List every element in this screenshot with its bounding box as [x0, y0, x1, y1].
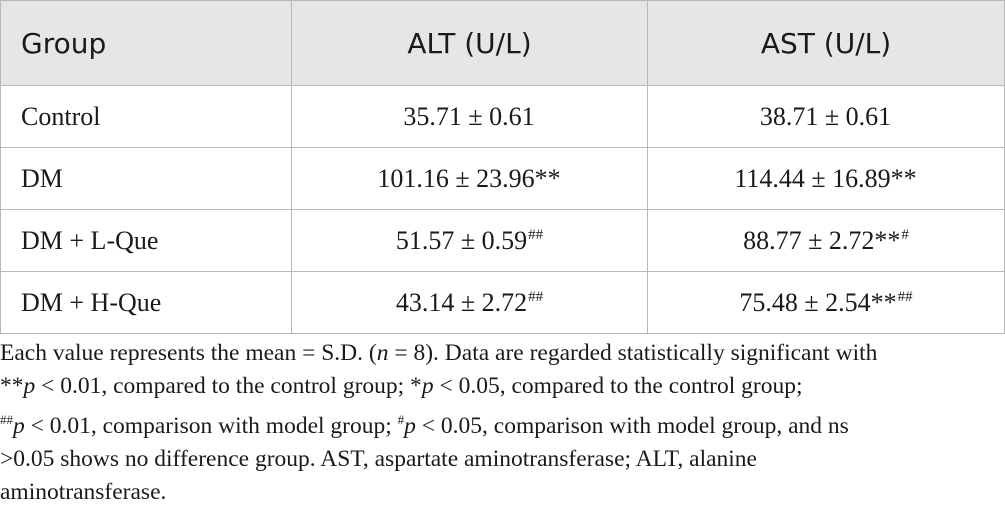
footnote-text: < 0.05, compared to the control group; — [433, 373, 803, 399]
cell-group: DM — [0, 147, 292, 210]
footnote-p: p — [13, 413, 25, 439]
cell-group: Control — [0, 85, 292, 148]
footnote-text: < 0.01, compared to the control group; * — [35, 373, 422, 399]
footnote-sup: ## — [0, 412, 13, 427]
ast-value: 38.71 ± 0.61 — [759, 101, 892, 131]
table-row: DM + H-Que 43.14 ± 2.72## 75.48 ± 2.54**… — [0, 271, 1005, 334]
footnote-line: ##p < 0.01, comparison with model group;… — [0, 403, 1000, 443]
data-table: Group ALT (U/L) AST (U/L) Control 35.71 … — [0, 0, 1005, 334]
cell-group: DM + H-Que — [0, 271, 292, 334]
alt-value: 101.16 ± 23.96** — [377, 163, 561, 193]
alt-value: 51.57 ± 0.59 — [395, 225, 528, 255]
footnote-text: < 0.05, comparison with model group, and… — [415, 413, 849, 439]
header-ast: AST (U/L) — [647, 0, 1005, 86]
footnote-text: ** — [0, 373, 24, 399]
cell-ast: 88.77 ± 2.72**# — [647, 209, 1005, 272]
footnote-text: Each value represents the mean = S.D. ( — [0, 340, 377, 366]
header-row: Group ALT (U/L) AST (U/L) — [0, 0, 1005, 86]
footnote-p: p — [404, 413, 416, 439]
footnote-line: **p < 0.01, compared to the control grou… — [0, 370, 1000, 403]
table-row: DM 101.16 ± 23.96** 114.44 ± 16.89** — [0, 147, 1005, 210]
footnote-p: p — [421, 373, 434, 399]
cell-group: DM + L-Que — [0, 209, 292, 272]
cell-ast: 75.48 ± 2.54**## — [647, 271, 1005, 334]
cell-alt: 51.57 ± 0.59## — [291, 209, 648, 272]
header-group: Group — [0, 0, 292, 86]
footnote-sup: # — [397, 412, 405, 427]
cell-alt: 101.16 ± 23.96** — [291, 147, 648, 210]
table-footnote: Each value represents the mean = S.D. (n… — [0, 337, 1000, 509]
cell-alt: 35.71 ± 0.61 — [291, 85, 648, 148]
footnote-text: = 8). Data are regarded statistically si… — [388, 340, 878, 366]
table-row: DM + L-Que 51.57 ± 0.59## 88.77 ± 2.72**… — [0, 209, 1005, 272]
cell-ast: 114.44 ± 16.89** — [647, 147, 1005, 210]
footnote-line: >0.05 shows no difference group. AST, as… — [0, 446, 757, 472]
ast-sig: # — [901, 226, 909, 243]
alt-value: 35.71 ± 0.61 — [403, 101, 535, 131]
ast-value: 75.48 ± 2.54** — [739, 287, 897, 317]
footnote-p: p — [23, 373, 36, 399]
ast-value: 114.44 ± 16.89** — [734, 163, 917, 193]
alt-value: 43.14 ± 2.72 — [395, 287, 528, 317]
ast-value: 88.77 ± 2.72** — [743, 225, 901, 255]
cell-ast: 38.71 ± 0.61 — [647, 85, 1005, 148]
footnote-line: Each value represents the mean = S.D. (n… — [0, 337, 1000, 370]
footnote-text: < 0.01, comparison with model group; — [24, 413, 398, 439]
alt-sig: ## — [528, 226, 544, 243]
header-alt: ALT (U/L) — [291, 0, 648, 86]
footnote-n: n — [376, 340, 389, 366]
cell-alt: 43.14 ± 2.72## — [291, 271, 648, 334]
footnote-line: aminotransferase. — [0, 479, 167, 505]
ast-sig: ## — [897, 288, 913, 305]
table-row: Control 35.71 ± 0.61 38.71 ± 0.61 — [0, 85, 1005, 148]
alt-sig: ## — [528, 288, 544, 305]
